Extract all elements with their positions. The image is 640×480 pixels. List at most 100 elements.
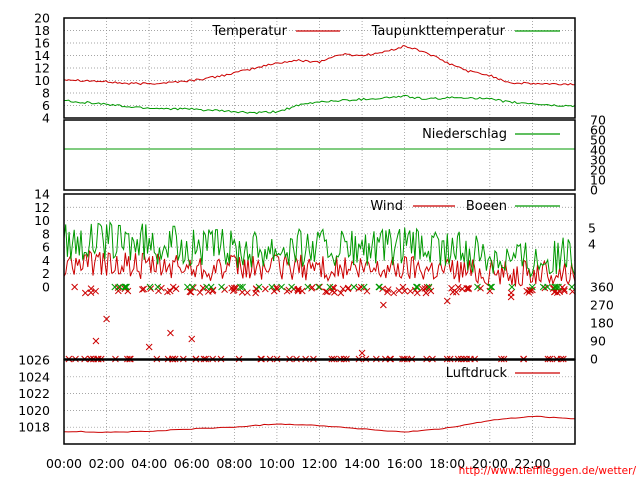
x-tick-label: 06:00 (174, 456, 210, 471)
y-tick-label: 1018 (18, 420, 50, 435)
winddir-marker (401, 287, 409, 295)
winddir-marker (229, 287, 237, 295)
winddir-marker (452, 288, 460, 296)
wind-right-tick: 5 (588, 221, 596, 236)
winddir-marker (139, 286, 146, 293)
winddir-marker (81, 289, 89, 297)
winddir-marker (384, 288, 391, 296)
y-tick-label: 6 (42, 98, 50, 113)
y-tick-label: 18 (34, 23, 50, 38)
winddir-marker (525, 289, 533, 296)
y-tick-label-right: 10 (590, 173, 606, 188)
winddir-marker-gust (315, 283, 323, 291)
winddir-marker-gust (239, 283, 246, 291)
winddir-marker (363, 287, 371, 295)
winddir-marker (390, 289, 398, 297)
winddir-marker (458, 285, 466, 293)
y-tick-label: 10 (34, 73, 50, 88)
winddir-marker (124, 287, 132, 295)
winddir-marker-gust (111, 283, 119, 291)
panel-frames (63, 17, 576, 445)
winddir-marker (465, 284, 472, 292)
winddir-marker (418, 285, 426, 293)
winddir-marker-gust (508, 283, 516, 291)
y-tick-label: 1024 (18, 369, 50, 384)
winddir-marker-gust (487, 283, 494, 291)
winddir-marker-gust (414, 283, 421, 291)
winddir-marker-gust (568, 283, 576, 291)
winddir-marker (295, 285, 302, 293)
winddir-marker (316, 283, 323, 291)
winddir-marker (187, 288, 195, 296)
winddir-marker-gust (474, 283, 481, 291)
winddir-marker (298, 287, 306, 295)
x-tick-label: 00:00 (46, 456, 82, 471)
winddir-marker (344, 284, 352, 292)
y-tick-label-right: 70 (590, 113, 606, 128)
winddir-marker (399, 283, 407, 291)
y-tick-label: 12 (34, 61, 50, 76)
winddir-marker-gust (376, 283, 383, 291)
legend-label-boeen: Boeen (466, 199, 507, 214)
panel-frame-temperature (63, 17, 576, 119)
series-layer (63, 44, 576, 433)
y-tick-label: 4 (42, 253, 50, 268)
winddir-marker (188, 335, 196, 343)
y-tick-label: 12 (34, 200, 50, 215)
y-tick-label: 0 (42, 280, 50, 295)
winddir-marker (407, 287, 414, 295)
x-tick-label: 18:00 (429, 456, 465, 471)
y-tick-label-right: 40 (590, 143, 606, 158)
winddir-marker (379, 285, 386, 293)
winddir-marker (423, 283, 431, 291)
y-tick-label: 1026 (18, 353, 50, 368)
y-tick-label: 6 (42, 240, 50, 255)
winddir-marker-gust (413, 283, 420, 291)
series-line-wind-1 (63, 220, 576, 278)
winddir-marker (164, 288, 171, 296)
x-tick-label: 16:00 (387, 456, 423, 471)
legends: Temperatur Taupunkttemperatur Niederschlag… (211, 24, 560, 381)
winddir-marker (507, 289, 515, 297)
panel-frame-precipitation (63, 119, 576, 191)
y-tick-label: 8 (42, 86, 50, 101)
winddir-marker (71, 283, 78, 291)
winddir-marker-gust (278, 283, 285, 291)
legend-label-temperatur: Temperatur (211, 24, 287, 39)
y-tick-label: 14 (34, 187, 50, 202)
winddir-marker (454, 283, 462, 291)
winddir-marker-gust (544, 283, 551, 291)
winddir-marker (103, 315, 110, 323)
winddir-marker (358, 349, 366, 357)
winddir-marker (413, 289, 421, 297)
winddir-marker (448, 284, 455, 292)
tick-labels: 4681012141618200246810121410181020102210… (18, 11, 614, 472)
winddir-marker-gust (207, 283, 215, 291)
y-tick-label: 14 (34, 48, 50, 63)
winddir-marker-gust (425, 283, 433, 291)
winddir-marker (323, 288, 331, 296)
winddir-marker (270, 287, 278, 295)
winddir-marker (167, 329, 174, 337)
x-tick-label: 10:00 (259, 456, 295, 471)
y-tick-label: 16 (34, 36, 50, 51)
winddir-marker (443, 297, 451, 305)
winddir-marker (147, 285, 155, 292)
winddir-marker-gust (236, 283, 244, 291)
y-tick-label-right: 50 (590, 133, 606, 148)
winddir-marker-gust (528, 283, 536, 291)
winddir-marker (140, 285, 148, 293)
winddir-marker (357, 283, 365, 291)
x-tick-label: 14:00 (344, 456, 380, 471)
x-tick-label: 22:00 (514, 456, 550, 471)
winddir-marker (380, 301, 387, 309)
winddir-tick-label: 360 (590, 280, 614, 295)
y-tick-label-right: 30 (590, 153, 606, 168)
winddir-marker (529, 286, 536, 294)
winddir-marker (145, 343, 153, 351)
y-tick-label: 4 (42, 111, 50, 126)
panel-frame-wind (63, 193, 576, 360)
winddir-marker-gust (116, 283, 124, 291)
legend-label-wind: Wind (370, 199, 403, 214)
